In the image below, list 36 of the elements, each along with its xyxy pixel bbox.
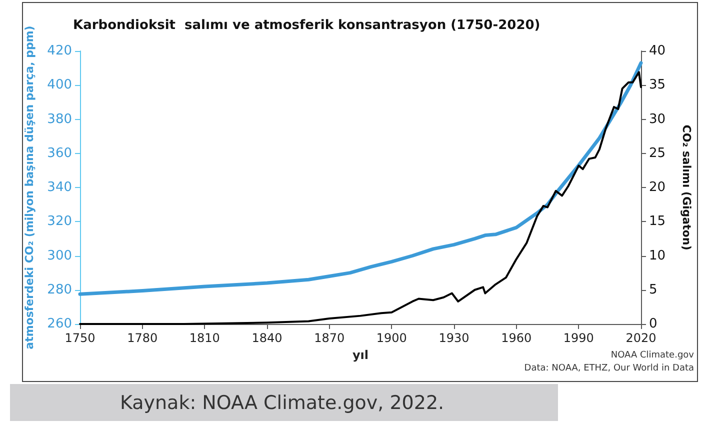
x-tick-label: 1960 bbox=[501, 331, 532, 345]
y-tick-label: 360 bbox=[47, 146, 72, 161]
text: NOAA Climate.gov bbox=[610, 350, 695, 360]
y-tick-label: 300 bbox=[47, 248, 72, 264]
x-tick-label: 1990 bbox=[563, 331, 594, 345]
y-tick-label: 420 bbox=[47, 44, 72, 58]
x-tick-label: 1870 bbox=[314, 331, 345, 345]
y-tick-label: 400 bbox=[47, 78, 72, 93]
text: Data: NOAA, ETHZ, Our World in Data bbox=[524, 364, 694, 374]
y-tick-label: 320 bbox=[47, 214, 72, 230]
x-tick-label: 1900 bbox=[376, 331, 407, 345]
y2-tick-label: 20 bbox=[649, 180, 666, 195]
x-tick-label: 1750 bbox=[64, 331, 96, 345]
y-tick-label: 280 bbox=[47, 282, 72, 298]
y-tick-label: 260 bbox=[47, 316, 72, 332]
y2-tick-label: 35 bbox=[649, 78, 666, 93]
text: Kaynak: NOAA Climate.gov, 2022. bbox=[120, 392, 444, 414]
y2-tick-label: 5 bbox=[649, 282, 658, 298]
y2-tick-label: 10 bbox=[649, 248, 666, 264]
x-axis-title: yıl bbox=[352, 348, 369, 362]
x-tick-label: 1930 bbox=[438, 331, 470, 345]
x-tick-label: 2020 bbox=[626, 331, 656, 345]
y2-tick-label: 15 bbox=[649, 214, 666, 230]
y2-axis-title: CO₂ salımı (Gigaton) bbox=[680, 124, 693, 250]
x-tick-label: 1840 bbox=[252, 331, 282, 345]
y2-tick-label: 40 bbox=[649, 44, 666, 58]
x-tick-label: 1810 bbox=[189, 331, 220, 345]
y-tick-label: 340 bbox=[47, 180, 72, 195]
x-tick-label: 1780 bbox=[127, 331, 158, 345]
y2-tick-label: 0 bbox=[649, 316, 658, 332]
line-series bbox=[78, 61, 643, 296]
y-axis-title: atmosferdeki CO₂ (milyon başına düşen parça, ppm) bbox=[23, 26, 36, 350]
y2-tick-label: 25 bbox=[649, 146, 666, 161]
chart-title: Karbondioksit salımı ve atmosferik konsantrasyon (1750-2020) bbox=[73, 18, 540, 33]
y-tick-label: 380 bbox=[47, 112, 72, 127]
y2-tick-label: 30 bbox=[649, 112, 666, 127]
